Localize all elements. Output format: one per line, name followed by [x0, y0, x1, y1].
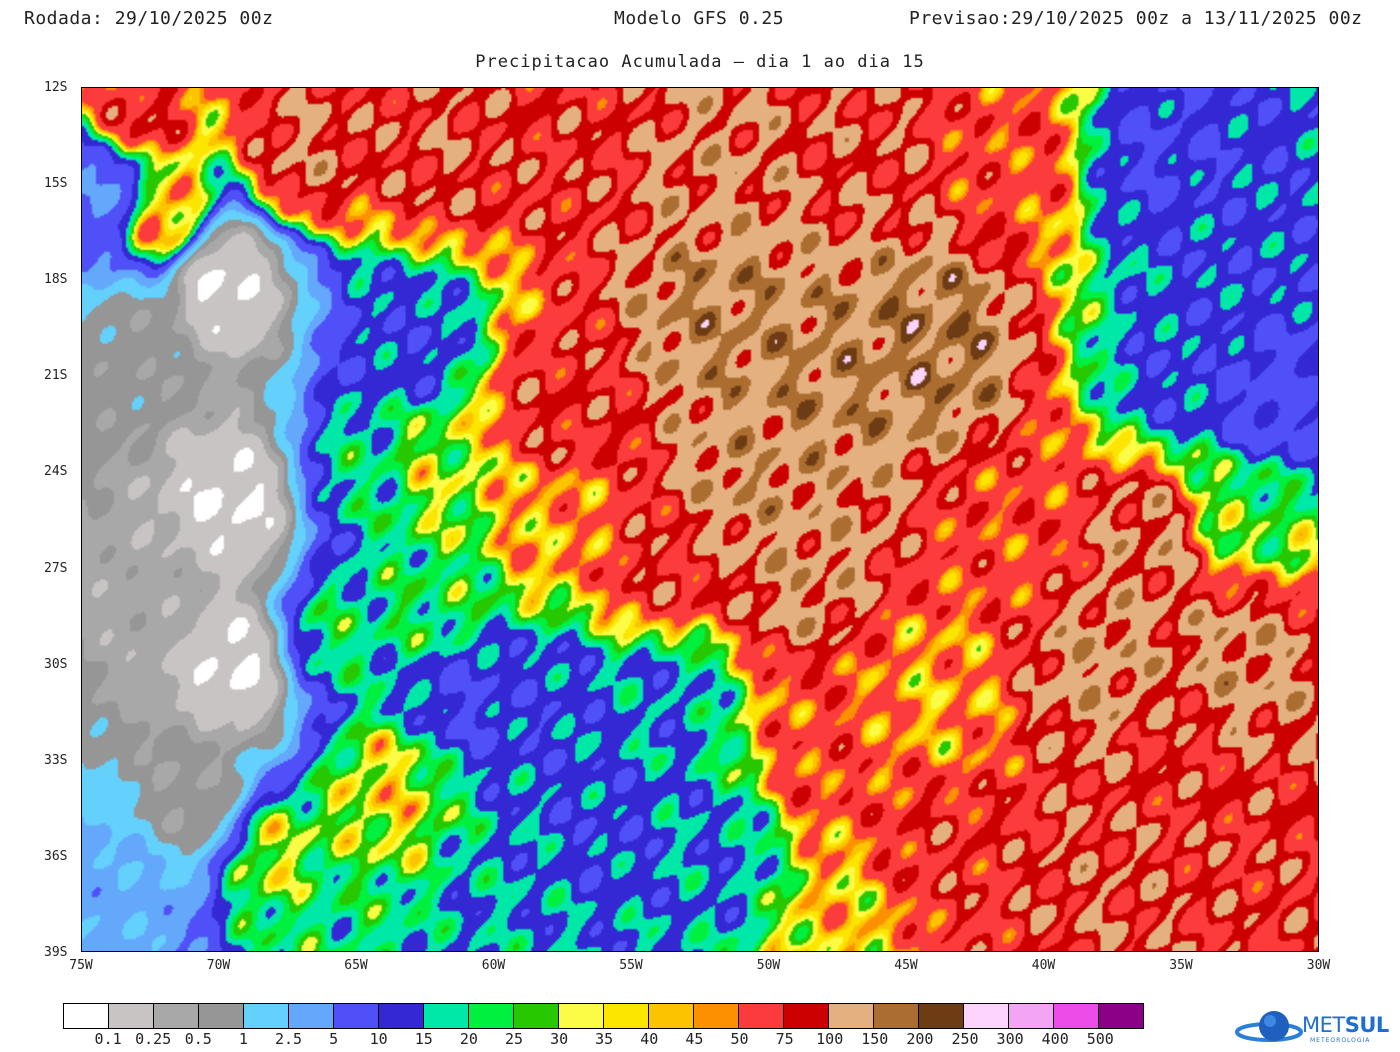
logo-subtitle: METEOROLOGIA: [1310, 1037, 1371, 1044]
lon-tick: 55W: [619, 958, 643, 973]
colorbar-swatch: [829, 1004, 874, 1028]
logo-text: METSUL: [1302, 1013, 1389, 1037]
lat-tick: 15S: [44, 176, 68, 192]
map-title: Precipitacao Acumulada — dia 1 ao dia 15: [475, 52, 925, 72]
lon-tick: 75W: [69, 958, 93, 973]
lat-tick: 18S: [44, 272, 68, 288]
precipitation-field: [82, 88, 1318, 951]
colorbar-swatch: [604, 1004, 649, 1028]
colorbar-swatch: [289, 1004, 334, 1028]
colorbar-swatch: [334, 1004, 379, 1028]
colorbar-swatch: [154, 1004, 199, 1028]
colorbar-label: 1: [238, 1030, 248, 1048]
colorbar-label: 150: [861, 1030, 889, 1048]
rodada-value: 29/10/2025 00z: [114, 8, 274, 29]
lat-tick: 12S: [44, 80, 68, 95]
colorbar-label: 0.25: [135, 1030, 172, 1048]
colorbar-label: 100: [816, 1030, 844, 1048]
lat-tick: 33S: [44, 752, 68, 768]
colorbar-swatch: [469, 1004, 514, 1028]
lon-tick: 70W: [206, 958, 231, 973]
colorbar-swatch: [1099, 1004, 1143, 1028]
colorbar-label: 35: [595, 1030, 614, 1048]
lat-tick: 24S: [44, 464, 68, 480]
lon-tick: 60W: [481, 958, 506, 973]
colorbar-label: 0.5: [184, 1030, 212, 1048]
colorbar-swatch: [874, 1004, 919, 1028]
lat-tick: 27S: [44, 560, 68, 576]
previsao: Previsao:29/10/2025 00z a 13/11/2025 00z: [909, 8, 1363, 29]
lon-tick: 30W: [1306, 958, 1331, 973]
previsao-value: 29/10/2025 00z a 13/11/2025 00z: [1011, 8, 1363, 29]
colorbar-label: 30: [550, 1030, 569, 1048]
rodada: Rodada: 29/10/2025 00z: [24, 8, 273, 29]
colorbar-swatch: [1054, 1004, 1099, 1028]
colorbar-label: 0.1: [94, 1030, 122, 1048]
colorbar-label: 250: [951, 1030, 979, 1048]
previsao-label: Previsao:: [909, 8, 1012, 29]
lat-tick: 21S: [44, 368, 68, 384]
model-name: Modelo GFS 0.25: [614, 8, 785, 29]
colorbar-label: 50: [730, 1030, 749, 1048]
lon-tick: 40W: [1031, 958, 1056, 973]
colorbar-swatch: [784, 1004, 829, 1028]
colorbar-swatch: [379, 1004, 424, 1028]
colorbar-label: 40: [640, 1030, 659, 1048]
colorbar-label: 200: [906, 1030, 934, 1048]
colorbar-label: 45: [685, 1030, 704, 1048]
rodada-label: Rodada:: [24, 8, 104, 29]
colorbar-swatch: [1009, 1004, 1054, 1028]
colorbar-swatch: [244, 1004, 289, 1028]
lon-tick: 50W: [756, 958, 781, 973]
colorbar-swatch: [919, 1004, 964, 1028]
colorbar-label: 5: [329, 1030, 339, 1048]
lon-tick: 35W: [1169, 958, 1193, 973]
lat-tick: 30S: [44, 656, 68, 672]
colorbar-swatch: [109, 1004, 154, 1028]
lon-tick: 65W: [344, 958, 368, 973]
colorbar-swatch: [739, 1004, 784, 1028]
metsul-globe-icon: [1235, 1011, 1303, 1042]
colorbar-label: 10: [369, 1030, 388, 1048]
colorbar-swatch: [649, 1004, 694, 1028]
colorbar-swatch: [559, 1004, 604, 1028]
colorbar: [63, 1003, 1144, 1029]
colorbar-label: 75: [775, 1030, 794, 1048]
colorbar-swatch: [694, 1004, 739, 1028]
colorbar-label: 300: [996, 1030, 1024, 1048]
colorbar-swatch: [199, 1004, 244, 1028]
colorbar-label: 25: [504, 1030, 524, 1048]
lon-tick: 45W: [894, 958, 918, 973]
colorbar-swatch: [64, 1004, 109, 1028]
colorbar-label: 15: [414, 1030, 433, 1048]
colorbar-label: 2.5: [274, 1030, 303, 1048]
colorbar-label: 500: [1086, 1030, 1114, 1048]
colorbar-swatch: [424, 1004, 469, 1028]
colorbar-swatch: [514, 1004, 559, 1028]
lat-tick: 39S: [44, 944, 68, 960]
precipitation-map: [81, 87, 1319, 952]
colorbar-swatch: [964, 1004, 1009, 1028]
colorbar-label: 20: [459, 1030, 478, 1048]
colorbar-label: 400: [1041, 1030, 1069, 1048]
lat-tick: 36S: [44, 848, 68, 864]
